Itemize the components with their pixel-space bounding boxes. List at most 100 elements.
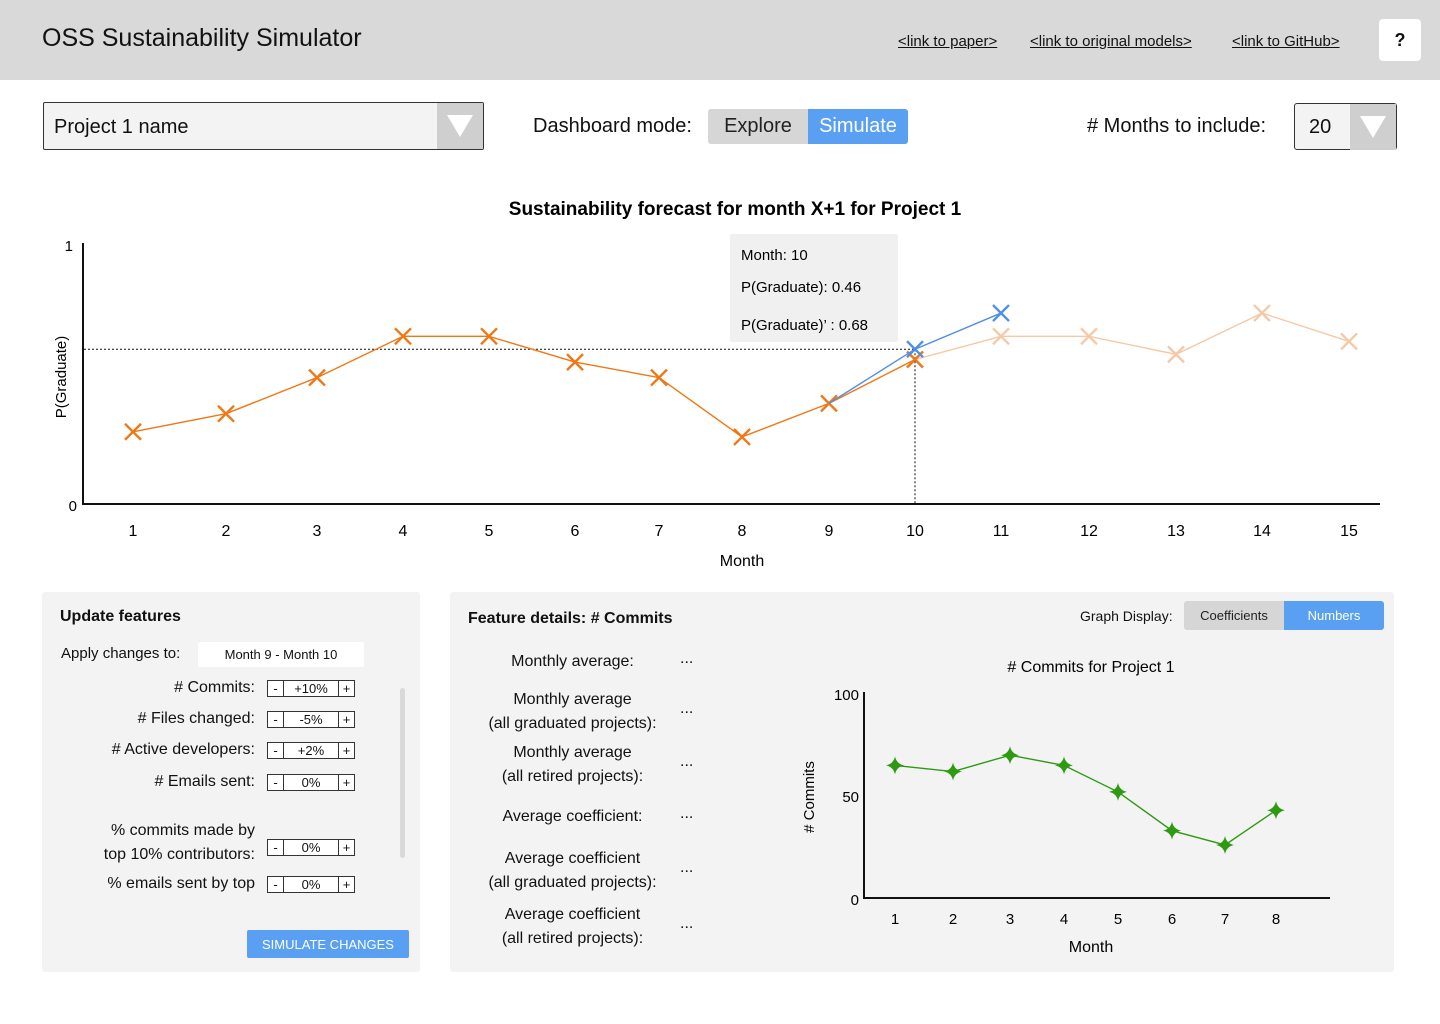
mode-explore-button[interactable]: Explore [708,109,808,144]
point-marker [308,368,326,387]
apply-range-select[interactable]: Month 9 - Month 10 [198,642,364,667]
y-tick-label: 1 [65,238,73,255]
graph-display-label: Graph Display: [1080,608,1173,624]
increment-button[interactable]: + [338,840,354,855]
commits-chart[interactable]: # Commits for Project 1 100 50 0 # Commits 1 2… [790,645,1350,965]
series-actual [124,327,924,446]
feature-stepper[interactable]: - +2% + [267,742,355,759]
decrement-button[interactable]: - [268,840,284,855]
data-point [1267,801,1285,820]
update-features-panel: Update features Apply changes to: Month … [42,592,420,972]
feature-value[interactable]: +2% [297,743,325,758]
increment-button[interactable]: + [338,775,354,790]
feature-stepper[interactable]: - 0% + [267,876,355,893]
decrement-button[interactable]: - [268,877,284,892]
data-point [124,422,142,441]
feature-stepper[interactable]: - 0% + [267,839,355,856]
data-point [992,327,1010,346]
point-marker [394,327,412,346]
detail-label: Monthly average (all retired projects): [470,741,675,789]
detail-label-line: (all graduated projects): [488,715,657,732]
feature-list[interactable]: # Commits: - +10% + # Files changed: - -5% + # A… [42,680,420,913]
paper-link[interactable]: <link to paper> [898,33,998,50]
tooltip-p-graduate-simulated: P(Graduate)’ : 0.68 [741,317,868,334]
point-marker [217,404,235,423]
detail-label: Average coefficient (all graduated projec… [470,847,675,895]
data-point [1001,746,1019,765]
original-models-link[interactable]: <link to original models> [1030,33,1192,50]
feature-stepper[interactable]: - 0% + [267,774,355,791]
feature-value[interactable]: 0% [301,775,321,790]
chevron-down-icon [1360,116,1386,138]
feature-value[interactable]: 0% [301,877,321,892]
feature-label: # Commits: [174,680,255,696]
data-point [992,304,1010,322]
x-tick-label: 4 [399,523,408,540]
feature-stepper[interactable]: - +10% + [267,680,355,697]
feature-value[interactable]: 0% [301,840,321,855]
months-select[interactable]: 20 [1294,103,1397,150]
feature-label-line: % commits made by [110,822,255,839]
sustainability-forecast-chart[interactable]: Sustainability forecast for month X+1 fo… [40,190,1410,580]
point-marker [1001,746,1019,765]
detail-value: ... [680,753,694,770]
detail-label-line: Average coefficient: [502,808,643,825]
x-tick-label: 1 [891,911,899,928]
tooltip-box [730,234,898,342]
x-tick-label: 5 [485,523,494,540]
detail-label-line: Monthly average [513,744,632,761]
graph-display-numbers-button[interactable]: Numbers [1284,601,1384,630]
update-features-title: Update features [60,608,181,625]
feature-label: # Active developers: [111,741,255,758]
feature-label: % commits made by top 10% contributors: [104,819,255,867]
data-point [1055,756,1073,775]
data-point [650,368,668,387]
data-point [1109,782,1127,801]
data-point [1253,304,1271,322]
point-marker [1055,756,1073,775]
series-line [894,754,1277,846]
decrement-button[interactable]: - [268,681,284,696]
project-select-toggle[interactable] [437,103,483,149]
detail-label-line: (all graduated projects): [488,874,657,891]
tooltip-month: Month: 10 [741,247,808,264]
months-select-toggle[interactable] [1350,104,1396,150]
graph-display-coefficients-button[interactable]: Coefficients [1184,601,1284,630]
feature-value[interactable]: -5% [299,712,323,727]
feature-details-panel: Feature details: # Commits Graph Display… [450,592,1394,972]
feature-value[interactable]: +10% [294,681,328,696]
series-faded [906,304,1358,369]
point-marker [1216,835,1234,854]
decrement-button[interactable]: - [268,743,284,758]
data-point [944,762,962,781]
decrement-button[interactable]: - [268,712,284,727]
feature-list-scrollbar[interactable] [400,688,405,858]
detail-label-line: Monthly average [513,691,632,708]
decrement-button[interactable]: - [268,775,284,790]
feature-stepper[interactable]: - -5% + [267,711,355,728]
dashboard-mode-label: Dashboard mode: [533,115,692,137]
x-tick-label: 13 [1167,523,1185,540]
data-point [1163,821,1181,840]
project-select[interactable]: Project 1 name [43,102,484,150]
feature-label-line: top 10% contributors: [103,846,255,863]
detail-label: Monthly average: [470,650,675,674]
point-marker [1340,332,1358,351]
series-simulated [828,304,1010,404]
x-tick-label: 4 [1060,911,1068,928]
x-tick-label: 7 [1221,911,1229,928]
simulate-changes-button[interactable]: SIMULATE CHANGES [247,930,409,958]
data-point [1340,332,1358,351]
point-marker [992,327,1010,346]
mode-simulate-button[interactable]: Simulate [808,109,908,144]
increment-button[interactable]: + [338,743,354,758]
increment-button[interactable]: + [338,681,354,696]
help-button[interactable]: ? [1379,19,1421,61]
data-point [1167,345,1185,364]
apply-changes-label: Apply changes to: [61,645,181,662]
x-tick-label: 2 [949,911,957,928]
increment-button[interactable]: + [338,712,354,727]
github-link[interactable]: <link to GitHub> [1232,33,1340,50]
y-axis-label: # Commits [801,761,818,833]
increment-button[interactable]: + [338,877,354,892]
